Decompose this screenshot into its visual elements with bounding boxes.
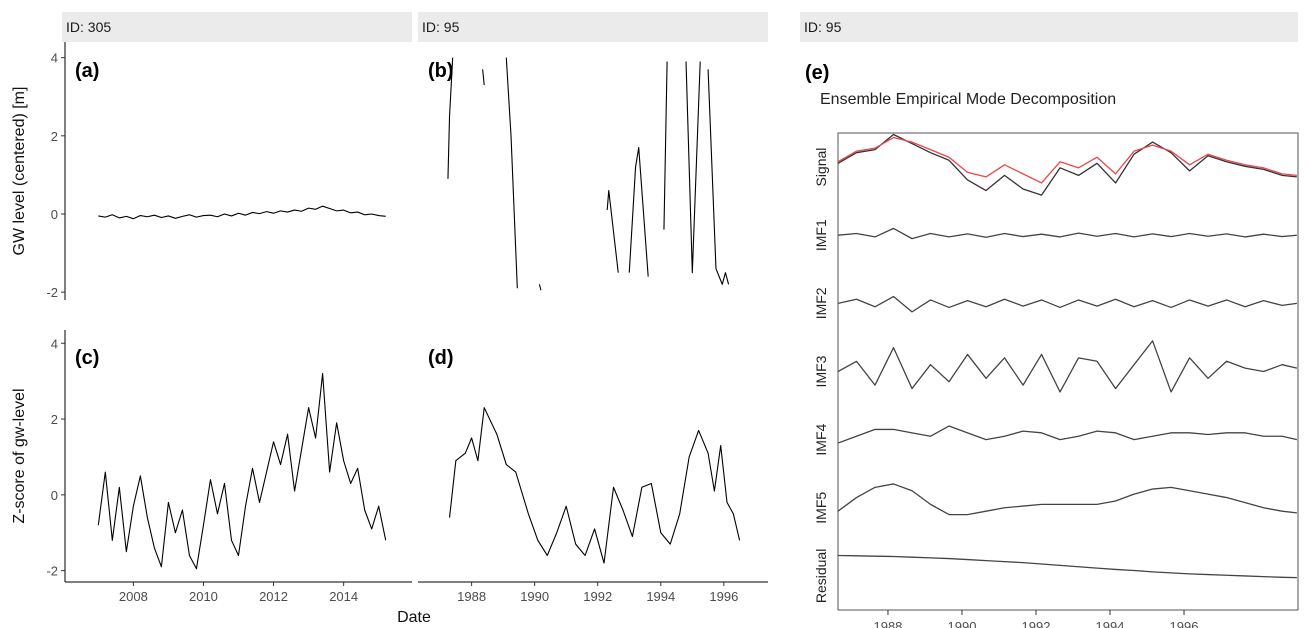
row-label: IMF3 xyxy=(813,355,829,387)
panel-label: (d) xyxy=(428,347,454,369)
component-line xyxy=(838,227,1297,240)
facet-strip xyxy=(800,12,1298,42)
x-tick-label: 1990 xyxy=(520,589,549,604)
facet-strip xyxy=(62,12,412,42)
y-axis-title: Z-score of gw-level xyxy=(11,388,28,523)
facet-strip-label: ID: 305 xyxy=(66,19,111,35)
facet-strip-label: ID: 95 xyxy=(804,19,842,35)
row-label: Signal xyxy=(813,148,829,187)
data-line xyxy=(97,373,387,570)
data-line xyxy=(98,205,386,220)
component-line xyxy=(838,340,1298,393)
x-tick-label: 1996 xyxy=(709,589,738,604)
component-line xyxy=(838,136,1297,184)
row-label: IMF1 xyxy=(813,219,829,251)
x-tick-label: 1994 xyxy=(1096,619,1125,628)
row-label: Residual xyxy=(813,549,829,603)
row-label: IMF4 xyxy=(813,423,829,455)
x-tick-label: 2012 xyxy=(259,589,288,604)
component-line xyxy=(838,483,1297,516)
y-tick-label: 0 xyxy=(51,207,58,222)
panel-label: (c) xyxy=(75,347,99,369)
y-tick-label: 2 xyxy=(51,412,58,427)
x-axis-title: Date xyxy=(397,609,431,626)
x-tick-label: 2014 xyxy=(329,589,358,604)
y-tick-label: 4 xyxy=(51,51,58,66)
facet-strip-label: ID: 95 xyxy=(422,19,460,35)
row-label: IMF5 xyxy=(813,492,829,524)
x-tick-label: 1988 xyxy=(457,589,486,604)
row-label: IMF2 xyxy=(813,287,829,319)
x-tick-label: 1988 xyxy=(873,619,902,628)
data-line xyxy=(448,407,741,564)
x-tick-label: 1992 xyxy=(583,589,612,604)
panel-label: (e) xyxy=(805,62,829,84)
y-tick-label: -2 xyxy=(46,285,58,300)
data-line xyxy=(447,57,730,291)
x-tick-label: 2010 xyxy=(189,589,218,604)
y-tick-label: 0 xyxy=(51,488,58,503)
panel-label: (b) xyxy=(428,60,454,82)
component-line xyxy=(838,425,1298,444)
component-line xyxy=(838,554,1297,579)
y-axis-title: GW level (centered) [m] xyxy=(11,87,28,256)
x-tick-label: 1990 xyxy=(948,619,977,628)
panel-title: Ensemble Empirical Mode Decomposition xyxy=(820,91,1116,108)
x-tick-label: 2008 xyxy=(119,589,148,604)
x-tick-label: 1996 xyxy=(1170,619,1199,628)
y-tick-label: -2 xyxy=(46,564,58,579)
x-tick-label: 1992 xyxy=(1022,619,1051,628)
plot-frame xyxy=(837,132,1299,611)
panel-label: (a) xyxy=(75,60,99,82)
y-tick-label: 2 xyxy=(51,129,58,144)
component-line xyxy=(838,295,1297,313)
y-tick-label: 4 xyxy=(51,336,58,351)
x-tick-label: 1994 xyxy=(646,589,675,604)
facet-strip xyxy=(418,12,768,42)
component-line xyxy=(838,133,1297,196)
